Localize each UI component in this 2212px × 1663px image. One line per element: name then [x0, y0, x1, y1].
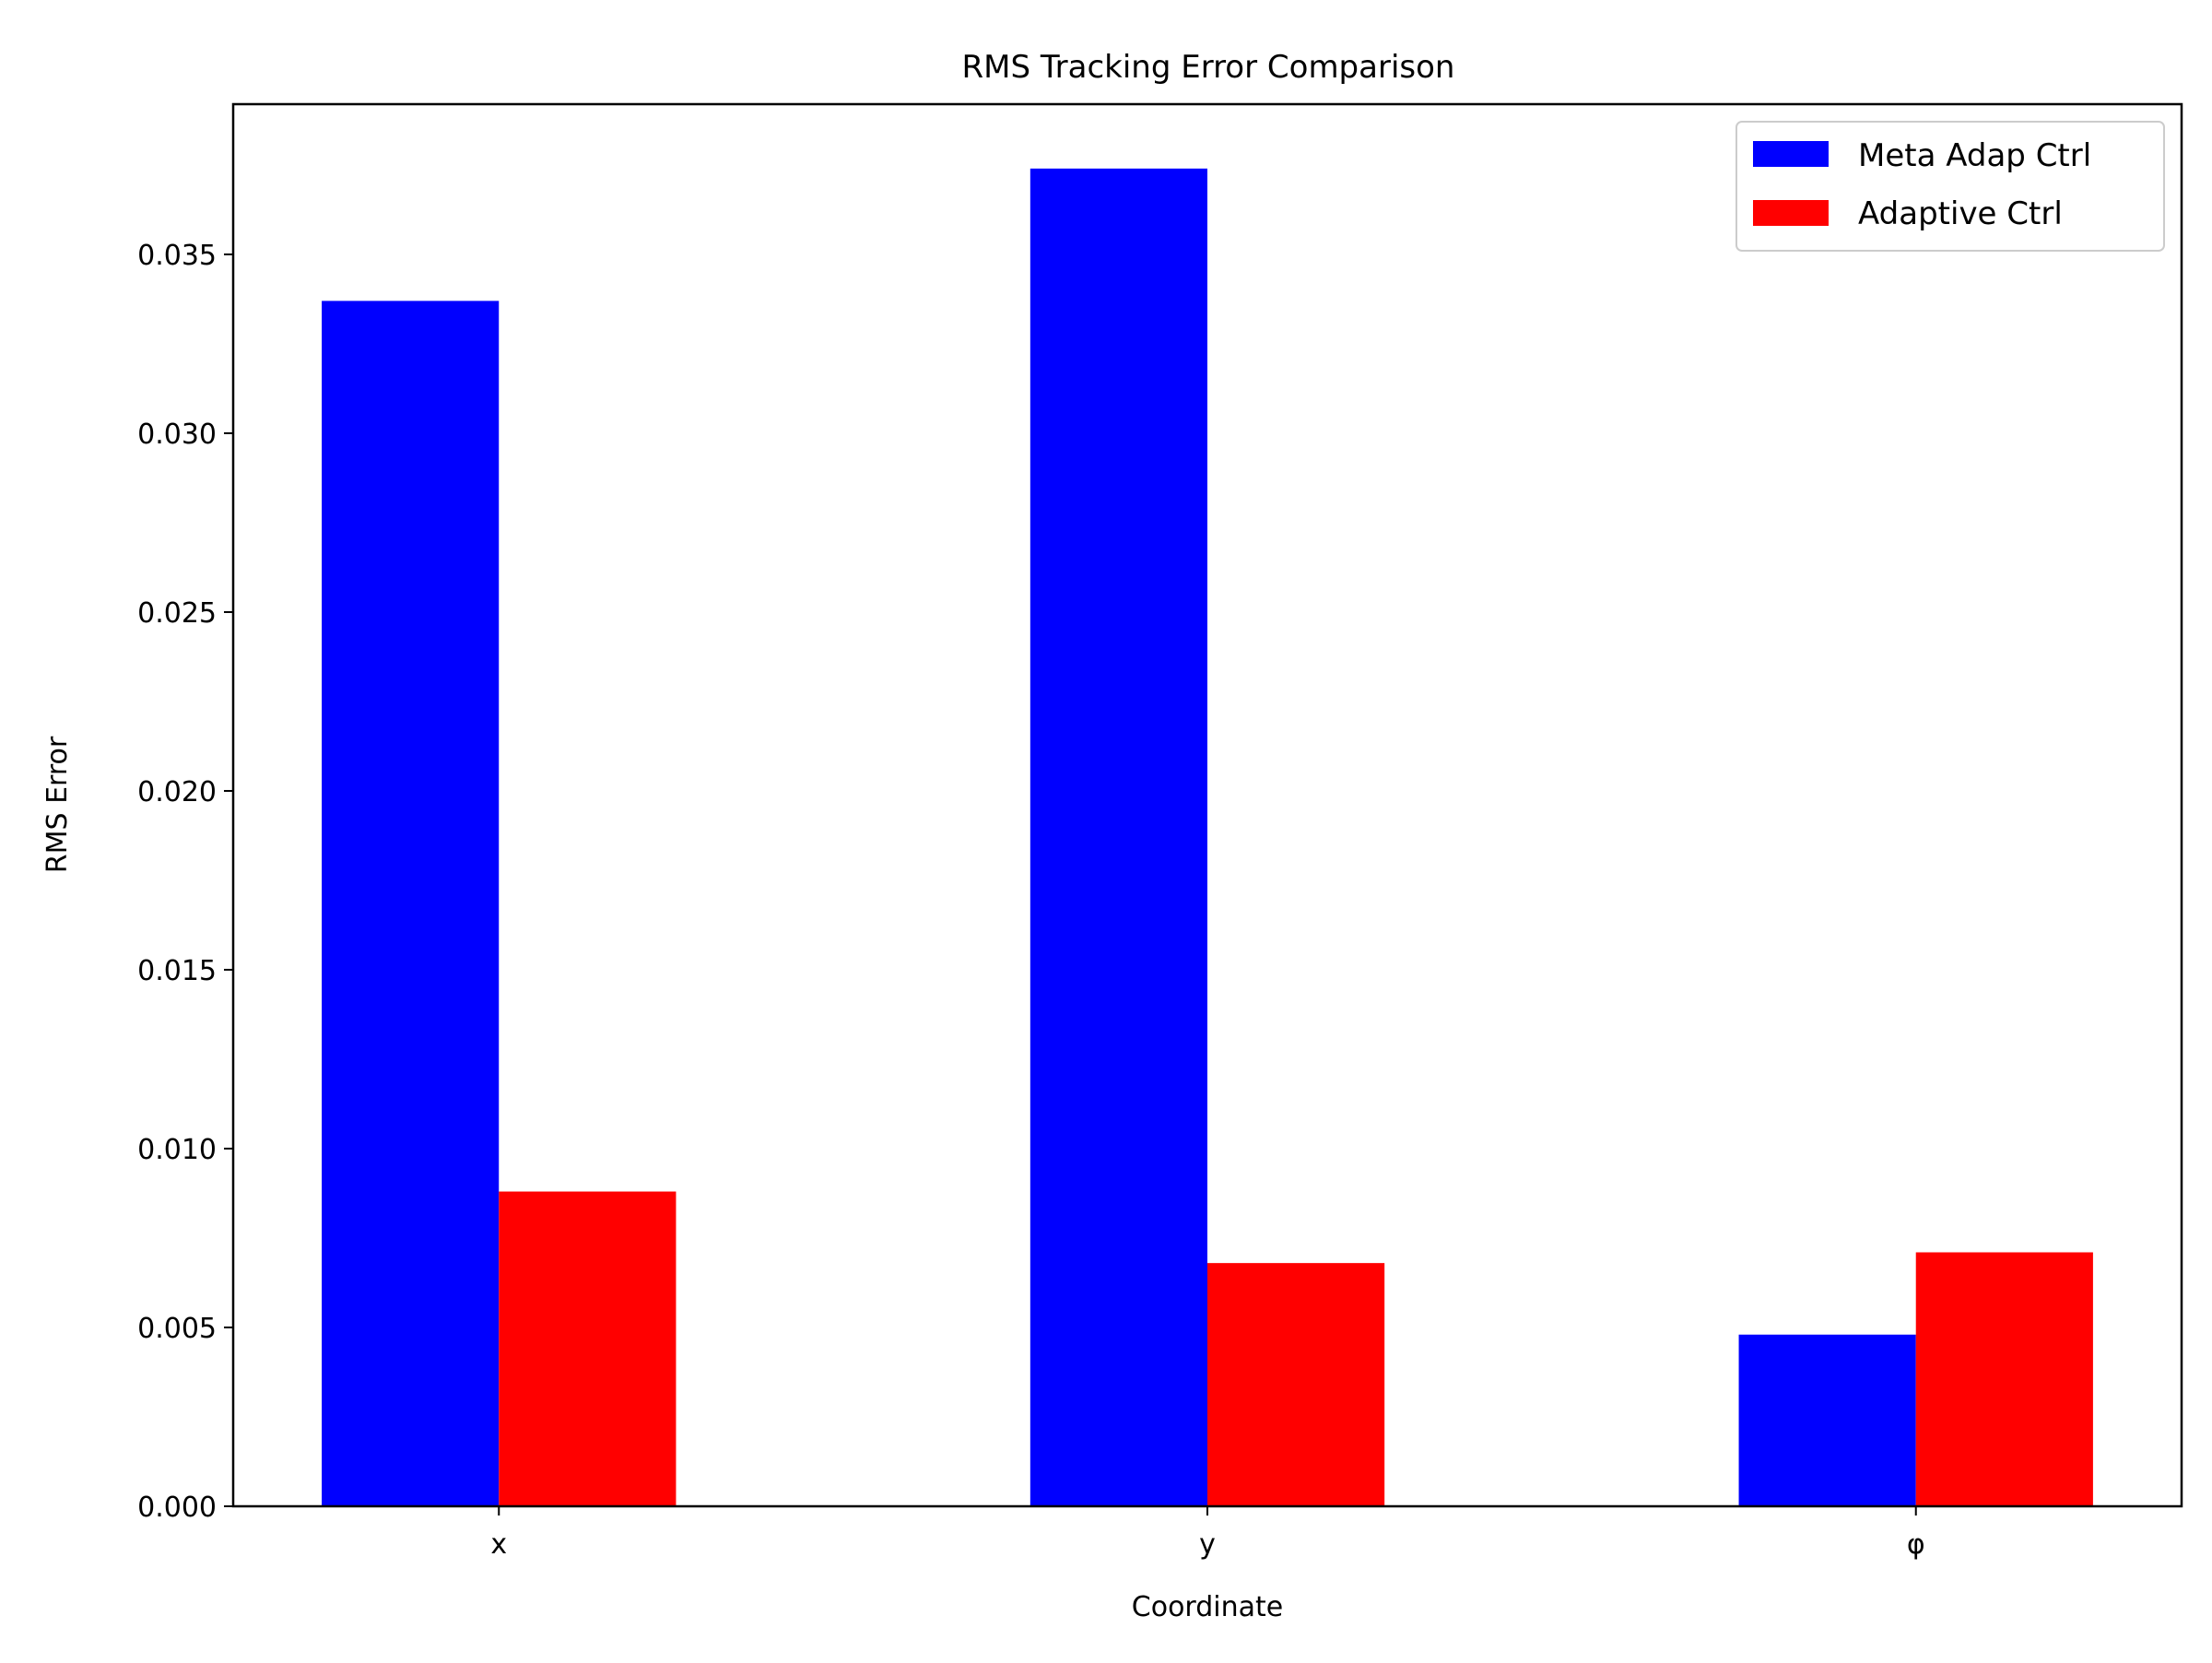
legend: Meta Adap Ctrl Adaptive Ctrl — [1735, 121, 2165, 252]
y-tick-label: 0.000 — [137, 1492, 217, 1524]
bar-meta-adap-ctrl-3 — [1738, 1334, 1916, 1506]
y-tick-label: 0.005 — [137, 1313, 217, 1345]
bars — [322, 168, 2093, 1507]
y-tick-label: 0.015 — [137, 955, 217, 987]
x-tick-label: x — [490, 1528, 507, 1561]
y-axis-label: RMS Error — [41, 736, 74, 873]
chart-title: RMS Tracking Error Comparison — [962, 49, 1455, 86]
bar-meta-adap-ctrl-2 — [1030, 168, 1207, 1507]
y-tick-label: 0.030 — [137, 419, 217, 451]
legend-label-meta-adap-ctrl: Meta Adap Ctrl — [1858, 137, 2091, 174]
y-tick-label: 0.010 — [137, 1134, 217, 1166]
bar-adaptive-ctrl-1 — [499, 1191, 677, 1506]
x-tick-label: φ — [1907, 1528, 1925, 1561]
legend-swatch-meta-adap-ctrl — [1753, 141, 1829, 167]
legend-swatch-adaptive-ctrl — [1753, 200, 1829, 226]
x-tick-label: y — [1199, 1528, 1216, 1561]
legend-label-adaptive-ctrl: Adaptive Ctrl — [1858, 195, 2063, 232]
y-tick-label: 0.025 — [137, 597, 217, 630]
y-axis: 0.000 0.005 0.010 0.015 0.020 0.025 0.030 0.035 — [137, 240, 233, 1524]
bar-adaptive-ctrl-2 — [1207, 1263, 1385, 1506]
y-tick-label: 0.035 — [137, 240, 217, 272]
y-tick-label: 0.020 — [137, 776, 217, 808]
bar-adaptive-ctrl-3 — [1915, 1252, 2093, 1506]
x-axis-label: Coordinate — [1132, 1591, 1283, 1623]
legend-frame — [1735, 121, 2165, 252]
bar-meta-adap-ctrl-1 — [322, 301, 500, 1506]
